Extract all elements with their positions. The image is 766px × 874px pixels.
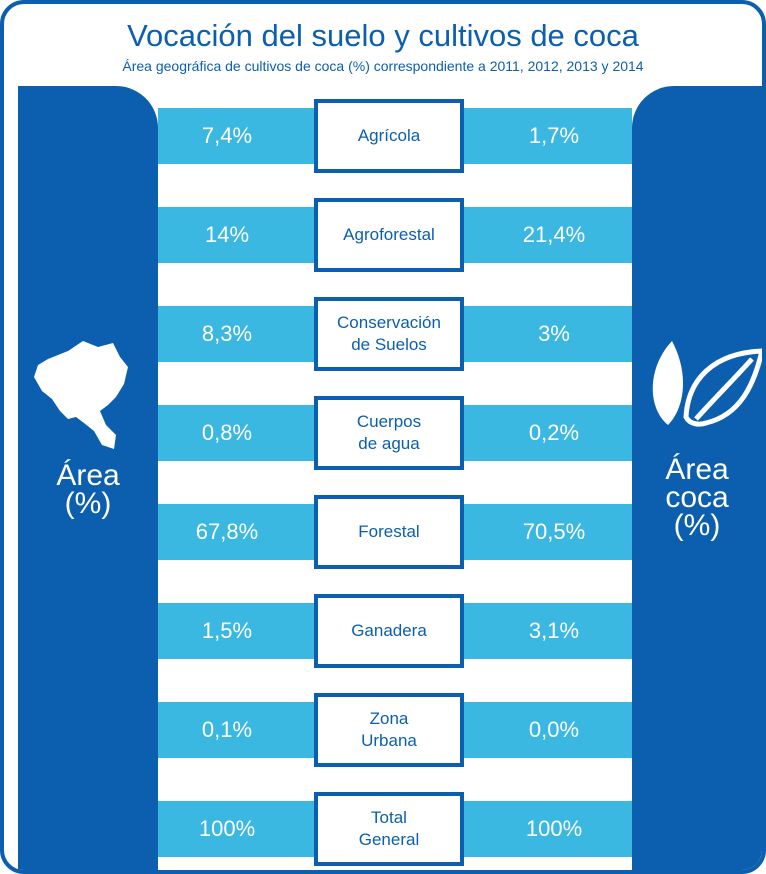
- category-label: Forestal: [358, 522, 420, 541]
- leaf-icon: [652, 341, 762, 427]
- category-label: General: [358, 830, 420, 849]
- category-box: Cuerpos de agua: [314, 396, 464, 470]
- coca-value: 70,5%: [522, 519, 586, 544]
- left-label-line: Área: [56, 459, 120, 492]
- coca-value: 0,0%: [528, 717, 580, 742]
- category-label: Urbana: [361, 731, 417, 750]
- left-label: Área (%): [18, 459, 158, 520]
- category-label: Agroforestal: [343, 225, 435, 244]
- area-value: 8,3%: [201, 321, 253, 346]
- coca-value: 1,7%: [528, 123, 580, 148]
- category-box: Conservación de Suelos: [314, 297, 464, 371]
- right-column: [632, 86, 762, 870]
- coca-value: 3%: [538, 321, 570, 346]
- right-label: Área coca (%): [632, 453, 762, 542]
- right-label-line: Área: [665, 453, 729, 486]
- area-value: 0,8%: [201, 420, 253, 445]
- area-value: 67,8%: [195, 519, 259, 544]
- category-label: Agrícola: [357, 126, 421, 145]
- category-label: Total: [371, 808, 407, 827]
- category-label: de Suelos: [351, 335, 427, 354]
- category-box: Total General: [314, 792, 464, 866]
- category-label: Cuerpos: [356, 412, 422, 431]
- category-label: Zona: [369, 709, 409, 728]
- category-box: Agroforestal: [314, 198, 464, 272]
- coca-value: 3,1%: [528, 618, 580, 643]
- category-box: Zona Urbana: [314, 693, 464, 767]
- area-value: 1,5%: [201, 618, 253, 643]
- coca-value: 100%: [525, 816, 583, 841]
- area-value: 14%: [204, 222, 250, 247]
- right-label-line: (%): [673, 509, 721, 542]
- category-label: Ganadera: [351, 621, 427, 640]
- category-box: Agrícola: [314, 99, 464, 173]
- area-value: 7,4%: [201, 123, 253, 148]
- category-label: de agua: [358, 434, 420, 453]
- category-box: Ganadera: [314, 594, 464, 668]
- map-icon: [34, 341, 128, 449]
- coca-value: 21,4%: [522, 222, 586, 247]
- category-box: Forestal: [314, 495, 464, 569]
- area-value: 100%: [198, 816, 256, 841]
- title: Vocación del suelo y cultivos de coca: [127, 18, 639, 53]
- left-label-line: (%): [64, 487, 112, 520]
- subtitle: Área geográfica de cultivos de coca (%) …: [122, 58, 644, 74]
- coca-value: 0,2%: [528, 420, 580, 445]
- category-label: Conservación: [337, 313, 441, 332]
- area-value: 0,1%: [201, 717, 253, 742]
- left-column: [18, 86, 158, 870]
- right-label-line: coca: [665, 481, 729, 514]
